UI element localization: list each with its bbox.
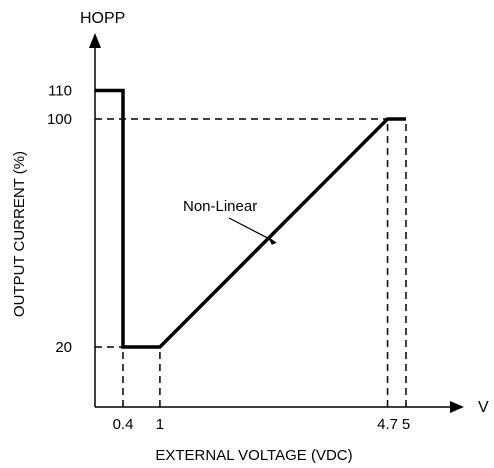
annotation-arrow-icon-0 (267, 236, 277, 245)
x-axis-end-label: V (478, 399, 489, 416)
reference-lines (95, 118, 407, 407)
tick-labels: 20 100 110 0.4 1 4.7 5 (47, 83, 410, 434)
x-tick-label-3: 5 (402, 416, 410, 433)
y-tick-label-0: 20 (55, 339, 72, 356)
series-line-0 (95, 88, 406, 349)
x-axis-title: EXTERNAL VOLTAGE (VDC) (155, 447, 352, 464)
y-tick-label-2: 110 (48, 83, 72, 100)
y-axis-arrow-icon (89, 33, 101, 48)
x-tick-label-2: 4.7 (377, 416, 398, 433)
annotation-leader-0 (228, 217, 274, 242)
axes (89, 33, 464, 413)
y-axis-end-label: HOPP (80, 10, 125, 27)
y-axis-title: OUTPUT CURRENT (%) (11, 151, 28, 317)
x-tick-label-0: 0.4 (113, 416, 134, 433)
labels: HOPP V EXTERNAL VOLTAGE (VDC) OUTPUT CUR… (11, 10, 489, 464)
annotations: Non-Linear (183, 198, 277, 245)
annotation-label-0: Non-Linear (183, 198, 257, 215)
x-axis-arrow-icon (450, 401, 464, 413)
x-tick-label-1: 1 (156, 416, 164, 433)
y-tick-label-1: 100 (47, 111, 72, 128)
series-group (95, 88, 406, 349)
